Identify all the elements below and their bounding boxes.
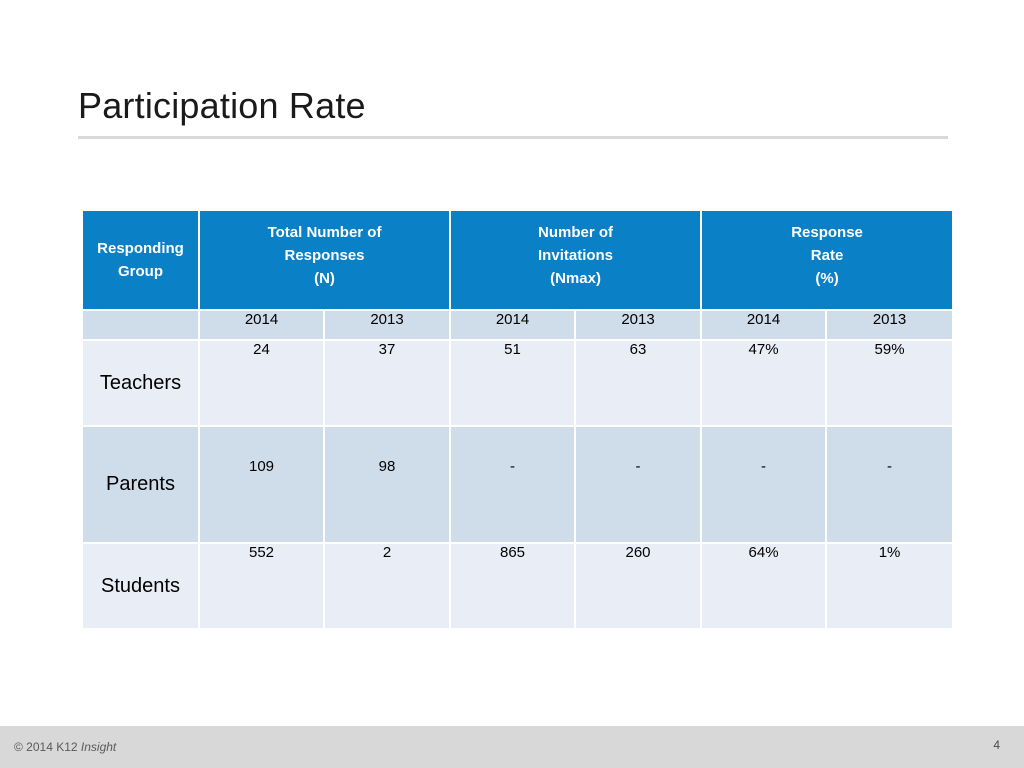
- header-invitations: Number of Invitations (Nmax): [449, 209, 703, 311]
- table-cell: -: [700, 425, 828, 544]
- group-label: Parents: [81, 425, 200, 544]
- group-label: Teachers: [81, 339, 200, 427]
- table-cell: 260: [574, 542, 703, 630]
- year-cell: 2013: [825, 309, 955, 341]
- copyright-notice: © 2014 K12 Insight: [14, 740, 116, 754]
- header-responding-group: Responding Group: [81, 209, 200, 311]
- table-row-students: Students 552 2 865 260 64% 1%: [81, 542, 955, 630]
- header-response-rate: Response Rate (%): [700, 209, 955, 311]
- year-cell: 2013: [574, 309, 703, 341]
- header-total-responses: Total Number of Responses (N): [197, 209, 452, 311]
- brand-name: Insight: [80, 740, 117, 754]
- table-cell: 64%: [700, 542, 828, 630]
- table-cell: -: [449, 425, 577, 544]
- year-row: 2014 2013 2014 2013 2014 2013: [81, 309, 955, 341]
- year-cell: 2013: [322, 309, 452, 341]
- header-row: Responding Group Total Number of Respons…: [81, 209, 955, 311]
- table-cell: 47%: [700, 339, 828, 427]
- table-cell: 865: [449, 542, 577, 630]
- table-cell: 1%: [825, 542, 955, 630]
- page-number: 4: [993, 738, 1000, 752]
- table-cell: 109: [198, 425, 325, 544]
- group-label: Students: [81, 542, 200, 630]
- year-cell: 2014: [198, 309, 325, 341]
- table-cell: 2: [322, 542, 452, 630]
- title-divider: [78, 136, 948, 139]
- table-cell: 59%: [825, 339, 955, 427]
- table-cell: 24: [198, 339, 325, 427]
- table-cell: 63: [574, 339, 703, 427]
- copyright-text: © 2014 K12: [14, 740, 78, 754]
- table-cell: 552: [198, 542, 325, 630]
- table-row-teachers: Teachers 24 37 51 63 47% 59%: [81, 339, 955, 427]
- slide-footer: © 2014 K12 Insight 4: [0, 726, 1024, 768]
- participation-table: Responding Group Total Number of Respons…: [81, 209, 955, 630]
- year-cell: 2014: [700, 309, 828, 341]
- slide-title: Participation Rate: [78, 85, 366, 126]
- table-cell: 37: [322, 339, 452, 427]
- table-row-parents: Parents 109 98 - - - -: [81, 425, 955, 544]
- year-cell-blank: [81, 309, 200, 341]
- table-cell: 98: [322, 425, 452, 544]
- year-cell: 2014: [449, 309, 577, 341]
- table-cell: -: [825, 425, 955, 544]
- table-cell: -: [574, 425, 703, 544]
- table-cell: 51: [449, 339, 577, 427]
